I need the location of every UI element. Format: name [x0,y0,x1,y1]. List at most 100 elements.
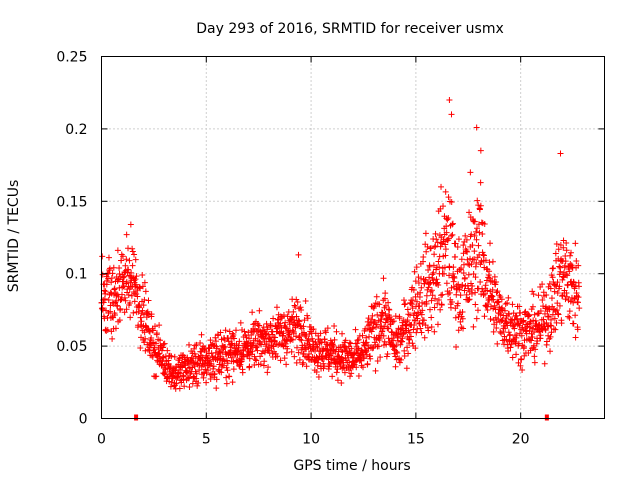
data-point [468,261,475,268]
data-point [385,299,392,306]
data-point [425,266,432,273]
data-point [346,339,353,346]
data-point [273,304,280,311]
data-point [249,348,256,355]
data-point [116,264,123,271]
data-point [342,337,349,344]
data-point [498,305,505,312]
data-point [323,341,330,348]
data-point [122,297,129,304]
data-point [379,312,386,319]
data-point [139,271,146,278]
gap-marker [544,414,549,421]
data-point [437,205,444,212]
data-point [329,373,336,380]
data-point [408,301,415,308]
data-point [373,293,380,300]
data-point [564,272,571,279]
data-point [446,272,453,279]
data-point [404,317,411,324]
data-point [376,335,383,342]
data-point [505,294,512,301]
data-point [127,283,134,290]
data-point [487,315,494,322]
data-point [401,353,408,360]
data-point [152,323,159,330]
data-point [558,320,565,327]
data-point [410,326,417,333]
data-point [411,322,418,329]
data-point [346,359,353,366]
data-point [518,356,525,363]
data-point [300,323,307,330]
data-point [494,340,501,347]
data-point [364,360,371,367]
data-point [461,274,468,281]
data-point [113,298,120,305]
data-point [469,242,476,249]
data-point [230,366,237,373]
data-point [431,304,438,311]
data-point [532,346,539,353]
data-point [156,350,163,357]
gap-markers [134,414,549,421]
data-point [516,303,523,310]
data-point [426,274,433,281]
y-tick-label: 0 [79,412,88,428]
data-point [367,355,374,362]
data-point [554,279,561,286]
data-point [431,251,438,258]
data-point [394,349,401,356]
data-point [573,258,580,265]
data-point [371,303,378,310]
data-point [479,231,486,238]
data-point [551,288,558,295]
data-point [487,240,494,247]
data-point [491,273,498,280]
data-point [529,288,536,295]
data-point [213,385,220,392]
data-point [476,206,483,213]
data-point [284,338,291,345]
data-point [396,359,403,366]
data-point [258,341,265,348]
data-point [555,311,562,318]
data-point [280,330,287,337]
data-point [326,351,333,358]
data-point [139,307,146,314]
data-point [398,356,405,363]
data-point [428,287,435,294]
data-point [212,338,219,345]
data-point [440,270,447,277]
data-point [521,343,528,350]
data-point [449,231,456,238]
data-point [338,354,345,361]
data-point [191,345,198,352]
data-point [207,376,214,383]
data-point [473,259,480,266]
data-point [296,318,303,325]
data-point [331,336,338,343]
data-point [428,297,435,304]
data-point [106,265,113,272]
data-point [447,304,454,311]
data-point [146,347,153,354]
data-point [498,296,505,303]
data-point [222,327,229,334]
data-point [360,364,367,371]
data-point [435,282,442,289]
data-point [438,301,445,308]
data-point [547,285,554,292]
data-point [554,307,561,314]
data-point [293,313,300,320]
data-point [203,379,210,386]
data-point [504,300,511,307]
data-point [228,354,235,361]
data-point [272,334,279,341]
data-point [557,268,564,275]
data-point [292,303,299,310]
data-point [176,355,183,362]
data-point [111,285,118,292]
data-point [333,328,340,335]
data-point [509,354,516,361]
